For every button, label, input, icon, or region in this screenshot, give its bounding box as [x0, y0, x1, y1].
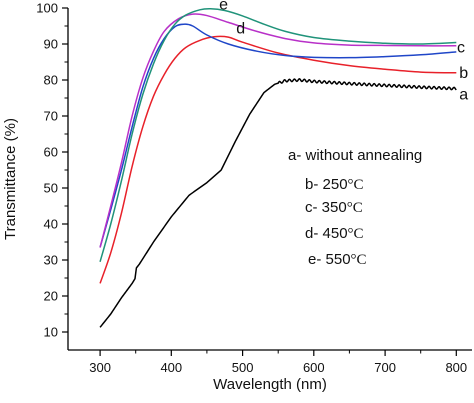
legend-unit: °C	[348, 177, 364, 193]
legend-unit: °C	[347, 200, 363, 216]
y-tick-label: 100	[36, 1, 58, 16]
series-line-d	[99, 13, 457, 248]
series-line-a	[99, 78, 457, 328]
curve-label-e: e	[219, 0, 228, 13]
y-tick-label: 80	[44, 73, 58, 88]
y-tick-label: 70	[44, 109, 58, 124]
x-tick-label: 700	[374, 360, 396, 375]
x-tick-label: 300	[89, 360, 111, 375]
x-axis-title: Wavelength (nm)	[213, 376, 327, 393]
x-tick-label: 800	[445, 360, 467, 375]
legend-entry: c- 350°C	[305, 199, 363, 216]
legend-entry: e- 550°C	[308, 251, 367, 268]
axis-ticks: 300 400 500 600 700 800 10 20 30 40 50 60 70 80 90 100	[36, 1, 467, 376]
curve-label-d: d	[236, 21, 245, 38]
y-tick-label: 50	[44, 181, 58, 196]
y-tick-label: 60	[44, 145, 58, 160]
series-curves	[99, 7, 457, 328]
x-tick-label: 500	[232, 360, 254, 375]
series-line-b	[99, 35, 457, 284]
legend: a- without annealing b- 250°C c- 350°C d- 4…	[288, 147, 422, 268]
y-axis-title: Transmittance (%)	[2, 118, 19, 240]
legend-unit: °C	[351, 252, 367, 268]
curve-end-labels: abc de	[219, 0, 468, 103]
curve-label-c: c	[457, 40, 465, 57]
legend-entry: b- 250°C	[305, 176, 364, 193]
series-line-c	[99, 23, 457, 248]
x-tick-label: 400	[160, 360, 182, 375]
y-tick-label: 40	[44, 217, 58, 232]
x-tick-label: 600	[303, 360, 325, 375]
curve-label-b: b	[459, 65, 468, 82]
y-tick-label: 30	[44, 253, 58, 268]
legend-entry: d- 450°C	[305, 225, 364, 242]
legend-entry: a- without annealing	[288, 147, 422, 164]
series-line-e	[99, 7, 457, 263]
legend-unit: °C	[348, 226, 364, 242]
y-tick-label: 20	[44, 289, 58, 304]
curve-label-a: a	[459, 86, 468, 103]
y-tick-label: 10	[44, 325, 58, 340]
y-tick-label: 90	[44, 37, 58, 52]
